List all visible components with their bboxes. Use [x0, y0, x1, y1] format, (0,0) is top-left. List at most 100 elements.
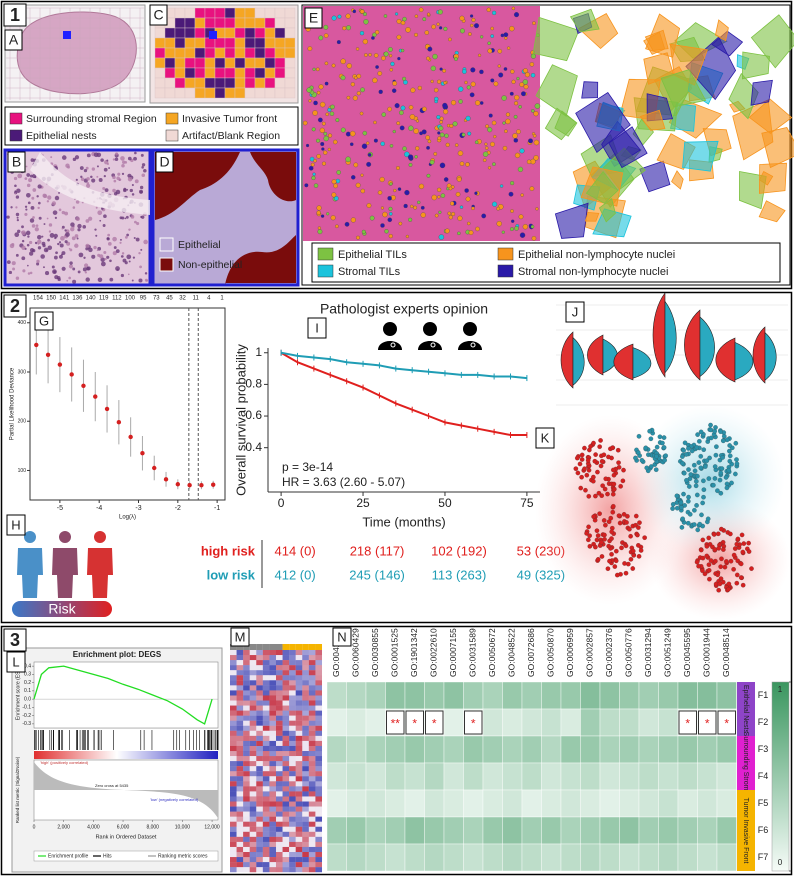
embedding-point	[726, 586, 731, 592]
chart-title: Pathologist experts opinion	[320, 301, 488, 317]
heatmap-cell	[541, 762, 562, 791]
expression-cell	[289, 791, 296, 797]
expression-cell	[230, 801, 237, 807]
embedding-point	[697, 439, 702, 444]
embedding-point	[599, 539, 604, 545]
expression-cell	[308, 811, 316, 817]
expression-cell	[308, 720, 316, 726]
point	[175, 482, 181, 487]
expression-cell	[236, 705, 244, 711]
heatmap-cell	[658, 708, 679, 737]
embedding-point	[586, 494, 592, 499]
nucleus	[439, 26, 443, 30]
tile	[224, 7, 236, 19]
expression-cell	[230, 846, 237, 853]
expression-cell	[282, 786, 290, 792]
y-tick-label: 0.1	[24, 688, 31, 694]
nucleus	[501, 95, 507, 101]
group-bar	[737, 736, 755, 790]
embedding-point	[733, 471, 738, 477]
expression-cell	[243, 745, 250, 752]
nucleus	[496, 221, 502, 227]
expression-cell	[275, 700, 283, 706]
embedding-point	[678, 500, 684, 506]
expression-cell	[230, 766, 237, 772]
nucleus	[436, 22, 440, 26]
heatmap-cell	[502, 816, 523, 845]
nucleus	[399, 110, 404, 116]
expression-cell	[236, 751, 244, 757]
embedding-point	[697, 521, 703, 527]
panel-label: L	[12, 654, 19, 669]
cell	[75, 200, 80, 204]
panel-3-frame	[0, 625, 793, 876]
embedding-point	[587, 533, 592, 538]
sample-annotation	[230, 644, 237, 650]
tissue	[16, 11, 137, 95]
embedding-point	[708, 422, 713, 428]
nucleus	[349, 130, 356, 137]
embedding-point	[680, 460, 685, 466]
embedding-point	[587, 447, 592, 453]
nucleus	[470, 23, 474, 28]
heatmap-cell	[599, 681, 620, 710]
expression-cell	[289, 751, 296, 757]
nucleus	[457, 215, 463, 221]
expression-cell	[289, 685, 296, 691]
expression-cell	[308, 761, 316, 767]
cell	[27, 235, 30, 238]
person-head	[24, 531, 36, 543]
expression-cell	[308, 655, 316, 661]
expression-cell	[275, 715, 283, 721]
expression-cell	[243, 846, 250, 853]
embedding-point	[598, 463, 604, 469]
nucleus	[454, 143, 459, 147]
nucleus	[465, 196, 471, 202]
nucleus	[414, 14, 419, 18]
expression-cell	[230, 665, 237, 671]
expression-cell	[262, 665, 270, 671]
cell	[82, 225, 87, 229]
expression-cell	[243, 761, 250, 767]
embedding-point	[660, 440, 665, 446]
expression-cell	[249, 695, 257, 701]
x-tick-label: -1	[214, 505, 220, 512]
nucleus	[467, 221, 471, 226]
nucleus	[502, 146, 508, 151]
expression-cell	[262, 655, 270, 661]
expression-cell	[256, 867, 263, 873]
expression-cell	[282, 710, 290, 716]
embedding-point	[611, 481, 617, 487]
expression-cell	[315, 857, 323, 863]
nucleus	[415, 146, 420, 151]
expression-cell	[295, 690, 303, 696]
embedding-point	[682, 503, 687, 508]
expression-cell	[282, 655, 290, 661]
expression-cell	[256, 720, 263, 726]
expression-cell	[289, 862, 296, 868]
expression-cell	[275, 771, 283, 777]
expression-cell	[315, 665, 323, 671]
embedding-point	[591, 514, 596, 519]
embedding-point	[585, 458, 591, 463]
cell	[141, 173, 146, 178]
nucleus	[509, 26, 515, 32]
y-tick-label: 0.2	[24, 680, 31, 686]
cell	[114, 157, 119, 161]
nucleus	[487, 166, 492, 170]
cell	[29, 240, 33, 245]
embedding-point	[717, 477, 723, 483]
cell	[135, 237, 140, 242]
cell	[37, 206, 40, 210]
expression-cell	[236, 680, 244, 686]
embedding-point	[696, 460, 702, 465]
nucleus	[519, 232, 526, 238]
embedding-point	[595, 469, 600, 475]
expression-cell	[282, 826, 290, 832]
expression-cell	[249, 700, 257, 706]
expression-cell	[243, 786, 250, 792]
expression-cell	[275, 796, 283, 802]
nucleus	[313, 100, 318, 106]
expression-cell	[302, 791, 309, 797]
point	[93, 394, 98, 399]
